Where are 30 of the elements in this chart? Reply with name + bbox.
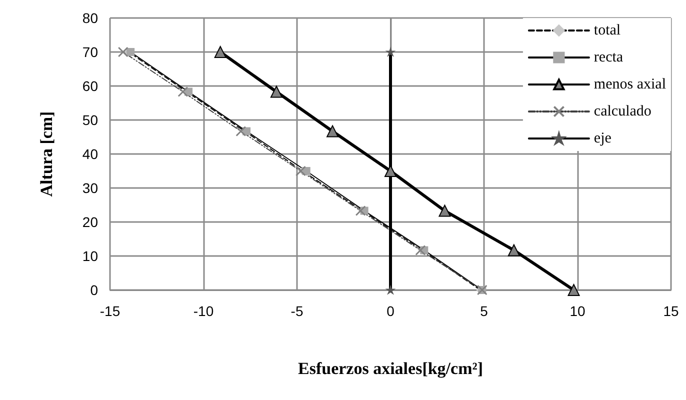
point (384, 165, 396, 177)
point (214, 46, 226, 58)
y-tick-label: 0 (90, 282, 98, 298)
y-tick-label: 80 (82, 10, 98, 26)
legend-label: calculado (594, 104, 652, 120)
y-tick-label: 50 (82, 112, 98, 128)
point (568, 284, 580, 296)
y-tick-label: 60 (82, 78, 98, 94)
y-tick-label: 30 (82, 180, 98, 196)
legend-label: menos axial (594, 76, 666, 92)
x-axis-title: Esfuerzos axiales[kg/cm²] (298, 359, 483, 378)
x-tick-label: 15 (663, 303, 679, 319)
point (508, 244, 520, 256)
y-axis-title: Altura [cm] (37, 111, 56, 197)
x-tick-label: -15 (100, 303, 120, 319)
x-tick-label: 0 (386, 303, 395, 319)
legend-label: eje (594, 130, 612, 146)
y-tick-label: 40 (82, 146, 98, 162)
point (438, 204, 451, 217)
y-tick-label: 70 (82, 44, 98, 60)
legend-label: total (594, 22, 621, 38)
x-tick-label: -10 (193, 303, 214, 319)
y-tick-label: 20 (82, 214, 98, 230)
point (326, 125, 339, 138)
point (270, 86, 282, 98)
legend-label: recta (594, 50, 624, 66)
x-tick-label: 5 (480, 303, 488, 319)
x-tick-label: 10 (570, 303, 586, 319)
y-tick-label: 10 (82, 248, 98, 264)
x-tick-label: -5 (290, 303, 304, 319)
